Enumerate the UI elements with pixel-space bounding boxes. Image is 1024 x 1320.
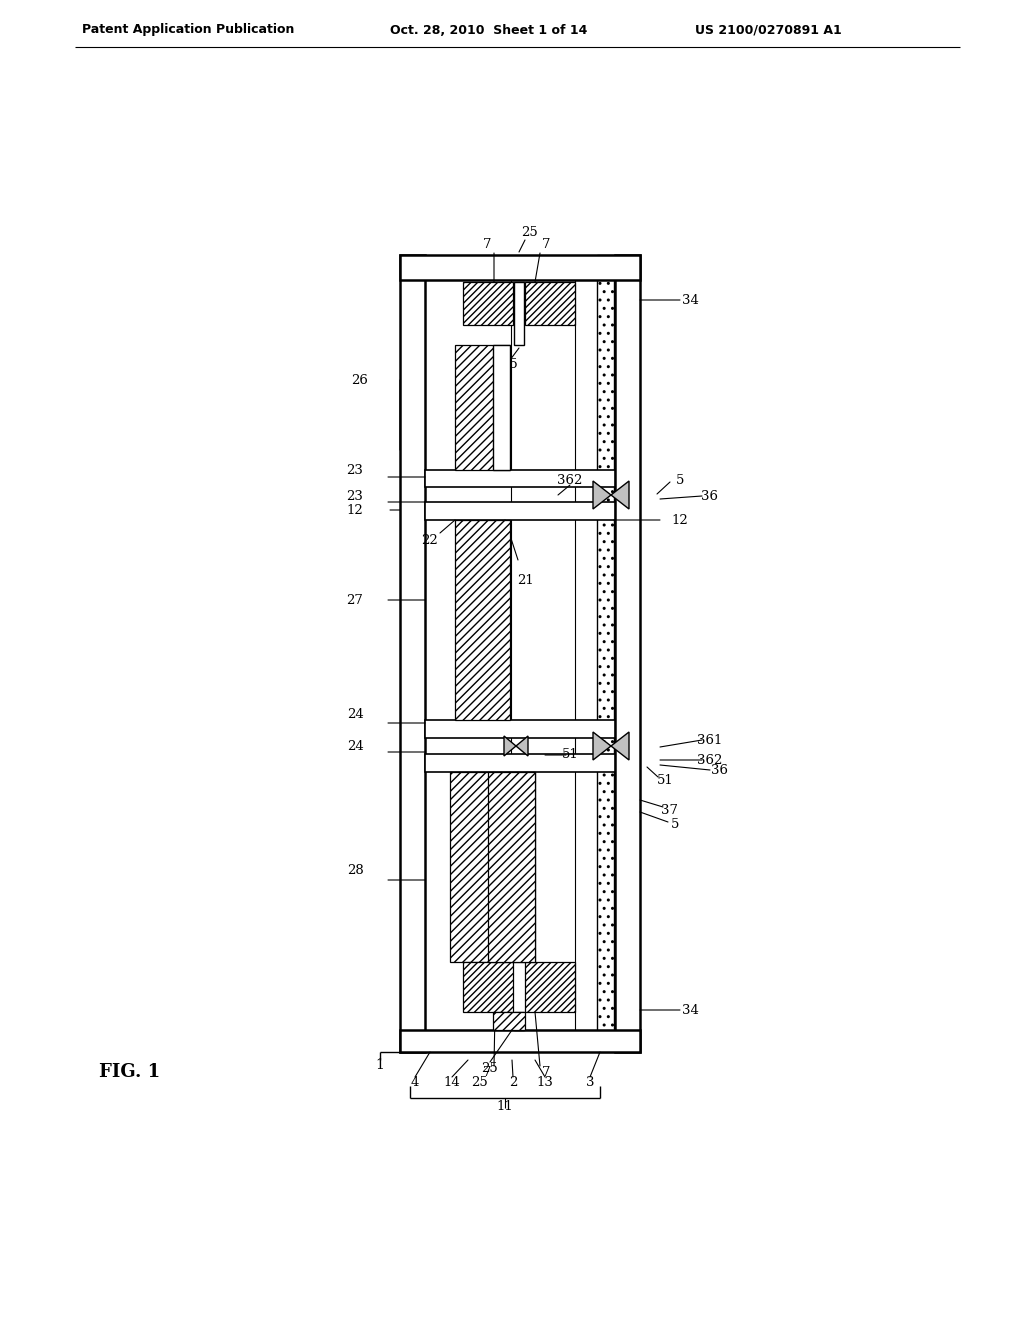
Text: 36: 36 [712, 763, 728, 776]
Bar [425, 719, 615, 738]
Text: 25: 25 [472, 1076, 488, 1089]
Text: 27: 27 [346, 594, 364, 606]
Polygon shape [504, 737, 528, 756]
Bar [425, 502, 615, 520]
Text: 25: 25 [521, 226, 539, 239]
Bar [400, 255, 425, 1052]
Bar [493, 1012, 525, 1030]
Text: FIG. 1: FIG. 1 [99, 1063, 161, 1081]
Text: 24: 24 [347, 739, 364, 752]
Text: 4: 4 [411, 1076, 419, 1089]
Bar [463, 282, 513, 325]
Polygon shape [593, 733, 629, 760]
Bar [455, 520, 510, 719]
Text: 25: 25 [481, 1061, 499, 1074]
Text: 36: 36 [701, 490, 719, 503]
Text: 22: 22 [422, 533, 438, 546]
Text: 37: 37 [460, 644, 476, 656]
Text: 7: 7 [542, 1065, 550, 1078]
Text: 7: 7 [482, 1065, 492, 1078]
Bar [493, 345, 510, 470]
Bar [597, 255, 614, 1052]
Text: 23: 23 [346, 490, 364, 503]
Text: 362: 362 [697, 754, 723, 767]
Bar [488, 772, 535, 962]
Text: 51: 51 [561, 748, 579, 762]
Text: 362: 362 [557, 474, 583, 487]
Bar [425, 754, 615, 772]
Text: Oct. 28, 2010  Sheet 1 of 14: Oct. 28, 2010 Sheet 1 of 14 [390, 24, 588, 37]
Text: 12: 12 [347, 503, 364, 516]
Text: 28: 28 [347, 863, 364, 876]
Bar [514, 282, 524, 345]
Text: 34: 34 [682, 1003, 698, 1016]
Text: 21: 21 [517, 573, 534, 586]
Text: 2: 2 [509, 1076, 517, 1089]
Bar [455, 345, 510, 470]
Text: 1: 1 [376, 1059, 384, 1072]
Text: 5: 5 [671, 818, 679, 832]
Bar [400, 255, 640, 280]
Text: 23: 23 [346, 463, 364, 477]
Bar [463, 962, 513, 1012]
Text: Patent Application Publication: Patent Application Publication [82, 24, 294, 37]
Text: 5: 5 [676, 474, 684, 487]
Bar [450, 772, 535, 962]
Text: 3: 3 [586, 1076, 594, 1089]
Text: 7: 7 [482, 239, 492, 252]
Text: 24: 24 [347, 709, 364, 722]
Bar [615, 255, 640, 1052]
Bar [425, 470, 615, 487]
Text: 25: 25 [502, 359, 518, 371]
Text: 51: 51 [656, 774, 674, 787]
Text: 37: 37 [662, 804, 679, 817]
Bar [511, 280, 575, 1030]
Bar [514, 1012, 524, 1030]
Polygon shape [593, 480, 629, 510]
Text: 26: 26 [351, 374, 369, 387]
Text: 11: 11 [497, 1101, 513, 1114]
Bar [525, 962, 575, 1012]
Text: 13: 13 [537, 1076, 553, 1089]
Text: 361: 361 [697, 734, 723, 747]
Text: 14: 14 [443, 1076, 461, 1089]
Text: 7: 7 [542, 239, 550, 252]
Text: 12: 12 [672, 513, 688, 527]
Text: 34: 34 [682, 293, 698, 306]
Bar [400, 1030, 640, 1052]
Bar [525, 282, 575, 325]
Text: US 2100/0270891 A1: US 2100/0270891 A1 [695, 24, 842, 37]
